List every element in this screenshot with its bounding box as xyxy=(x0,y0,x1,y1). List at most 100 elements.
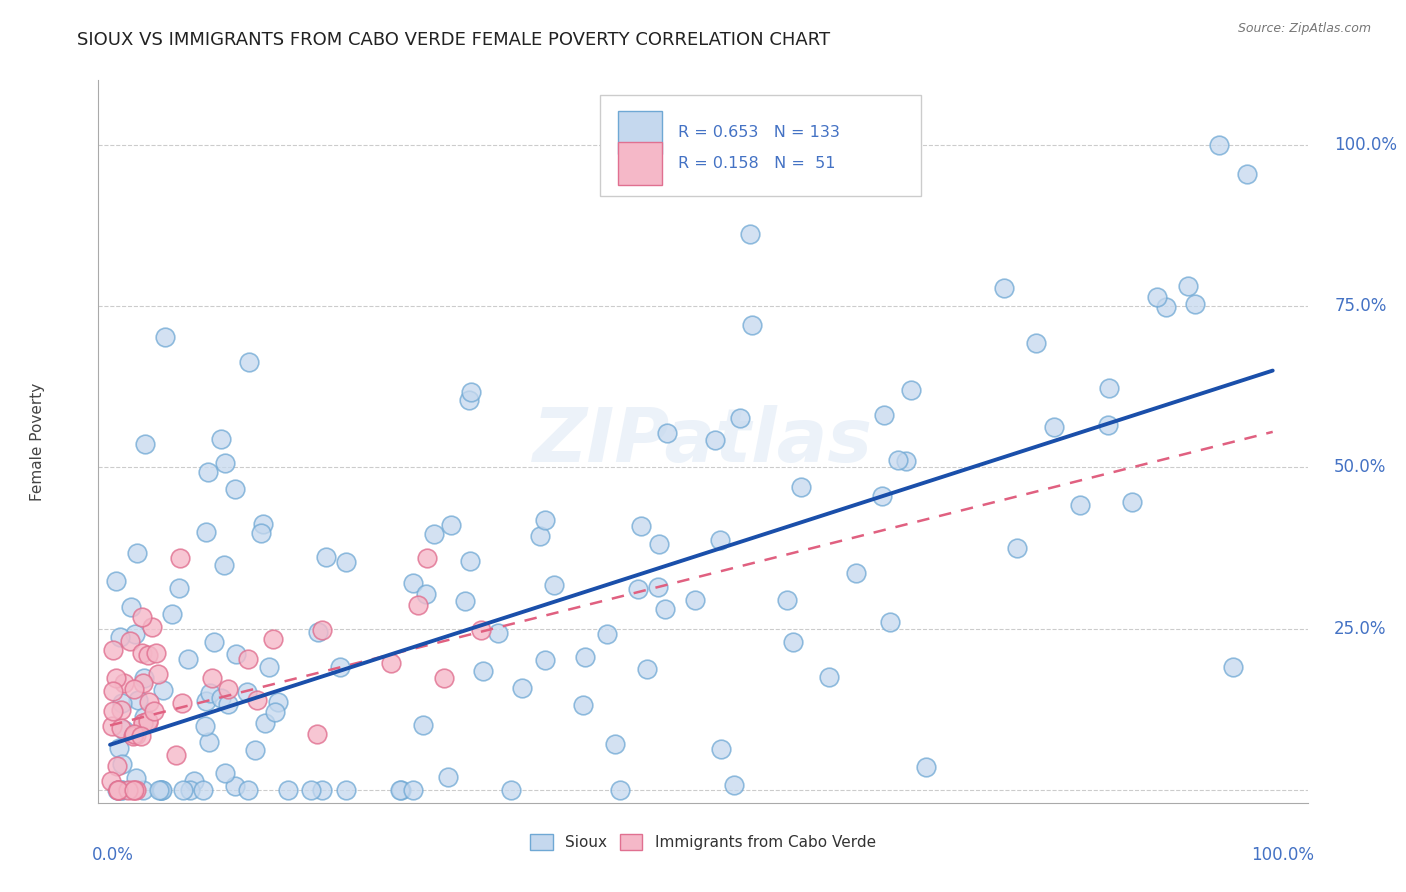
Point xyxy=(131,730,153,744)
Point xyxy=(202,635,225,649)
Point xyxy=(131,646,153,660)
Point xyxy=(264,705,287,719)
Point xyxy=(499,783,522,797)
Point xyxy=(101,684,124,698)
Point xyxy=(648,537,671,551)
Point xyxy=(277,783,299,797)
Point xyxy=(225,647,247,661)
Point xyxy=(132,709,155,723)
Point xyxy=(107,783,129,797)
Point xyxy=(132,716,155,731)
Point xyxy=(110,783,132,797)
Point xyxy=(1222,660,1244,674)
Point xyxy=(110,703,132,717)
Point xyxy=(107,783,129,797)
Point xyxy=(246,693,269,707)
Point xyxy=(380,656,402,670)
Text: 0.0%: 0.0% xyxy=(93,847,134,864)
Point xyxy=(209,432,232,446)
Point xyxy=(108,740,131,755)
Point xyxy=(212,558,235,572)
Point xyxy=(132,676,155,690)
Point xyxy=(107,783,129,797)
Point xyxy=(153,330,176,344)
Point xyxy=(162,607,184,621)
Point xyxy=(112,675,135,690)
Point xyxy=(654,602,676,616)
Point xyxy=(179,783,201,797)
Point xyxy=(454,594,477,608)
Point xyxy=(416,551,439,566)
Point xyxy=(423,527,446,541)
Point xyxy=(152,683,174,698)
Point xyxy=(776,592,799,607)
Point xyxy=(120,600,142,615)
Point xyxy=(124,627,146,641)
Point xyxy=(790,480,813,494)
Point xyxy=(214,766,236,780)
Point xyxy=(299,783,322,797)
Point xyxy=(252,517,274,532)
Point xyxy=(131,610,153,624)
Point xyxy=(201,671,224,685)
Point xyxy=(257,659,280,673)
Point xyxy=(470,623,492,637)
Point xyxy=(197,465,219,479)
Point xyxy=(782,635,804,649)
Point xyxy=(211,691,233,706)
Point xyxy=(176,652,198,666)
Point xyxy=(110,722,132,736)
Point xyxy=(138,695,160,709)
Point xyxy=(471,665,494,679)
Point xyxy=(136,714,159,728)
Point xyxy=(307,727,329,741)
Text: 100.0%: 100.0% xyxy=(1334,136,1398,153)
Point xyxy=(100,774,122,789)
Point xyxy=(683,592,706,607)
Point xyxy=(894,454,917,468)
Point xyxy=(214,457,236,471)
Point xyxy=(111,757,134,772)
Point xyxy=(486,626,509,640)
Point xyxy=(412,718,434,732)
Point xyxy=(741,318,763,333)
Point xyxy=(238,652,260,666)
Point xyxy=(125,783,148,797)
Point xyxy=(253,715,276,730)
Point xyxy=(101,719,124,733)
Point xyxy=(111,696,134,710)
Point xyxy=(122,783,145,797)
Point xyxy=(818,669,841,683)
Point xyxy=(191,783,214,797)
Point xyxy=(529,529,551,543)
Point xyxy=(657,425,679,440)
Point xyxy=(117,783,139,797)
Point xyxy=(138,648,160,662)
Point xyxy=(329,660,352,674)
Point xyxy=(388,783,411,797)
Point xyxy=(402,783,425,797)
Text: R = 0.653   N = 133: R = 0.653 N = 133 xyxy=(678,125,839,140)
Point xyxy=(728,410,751,425)
Point xyxy=(1005,541,1028,555)
Point xyxy=(105,783,128,797)
Point xyxy=(311,783,333,797)
Point xyxy=(1097,417,1119,432)
Point xyxy=(145,646,167,660)
FancyBboxPatch shape xyxy=(619,143,662,185)
FancyBboxPatch shape xyxy=(600,95,921,196)
Point xyxy=(740,227,762,242)
Point xyxy=(1121,495,1143,509)
Point xyxy=(101,704,124,718)
Point xyxy=(914,760,936,774)
Point xyxy=(870,489,893,503)
Point xyxy=(401,576,423,591)
Point xyxy=(136,715,159,730)
Point xyxy=(1043,420,1066,434)
Text: ZIPatlas: ZIPatlas xyxy=(533,405,873,478)
Point xyxy=(1154,300,1177,314)
Point xyxy=(266,695,288,709)
Point xyxy=(127,693,149,707)
Point xyxy=(170,696,193,710)
Point xyxy=(120,634,142,648)
